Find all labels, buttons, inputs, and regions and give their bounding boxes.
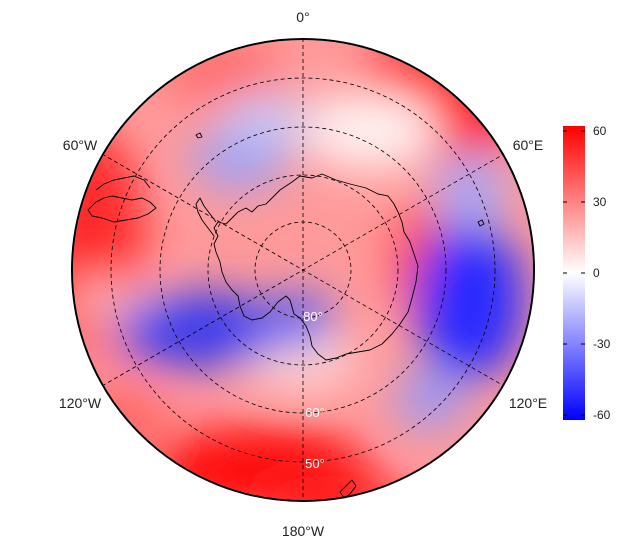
- lon-label-bottom: 180°W: [282, 523, 325, 539]
- island-kerguelen: [477, 219, 485, 227]
- colorbar-tick-60: 60: [593, 124, 607, 138]
- colorbar: 60 30 0 -30 -60: [563, 124, 611, 422]
- colorbar-gradient: [563, 126, 585, 420]
- antarctic-peninsula-coastline: [195, 197, 217, 237]
- map-border: [71, 38, 535, 502]
- lat-label-50: 50°: [305, 456, 325, 471]
- graticule: [101, 40, 505, 500]
- colorbar-tick-0: 0: [593, 266, 600, 280]
- meridian-120: [101, 153, 505, 387]
- island-south-georgia: [195, 132, 203, 139]
- lon-label-upper-left: 60°W: [63, 137, 98, 153]
- antarctica-coastline: [213, 173, 419, 361]
- lon-label-lower-right: 120°E: [509, 395, 547, 411]
- south-america-interior: [95, 175, 151, 191]
- longitude-labels: 0° 60°W 60°E 120°W 120°E 180°W: [59, 9, 547, 539]
- lat-label-60: 60°: [305, 405, 325, 420]
- lon-label-lower-left: 120°W: [59, 395, 102, 411]
- colorbar-tick-marks: [563, 130, 585, 416]
- colorbar-tick-neg60: -60: [593, 408, 611, 422]
- lon-label-top: 0°: [296, 9, 309, 25]
- colorbar-tick-30: 30: [593, 195, 607, 209]
- latitude-labels: 80° 60° 50°: [303, 309, 325, 471]
- coastlines: [87, 132, 485, 499]
- lon-label-upper-right: 60°E: [513, 137, 544, 153]
- south-america-coastline: [87, 195, 157, 223]
- colorbar-tick-neg30: -30: [593, 337, 611, 351]
- lat-label-80: 80°: [303, 309, 323, 324]
- latitude-circle-70: [207, 174, 399, 366]
- anomaly-field: [73, 40, 533, 500]
